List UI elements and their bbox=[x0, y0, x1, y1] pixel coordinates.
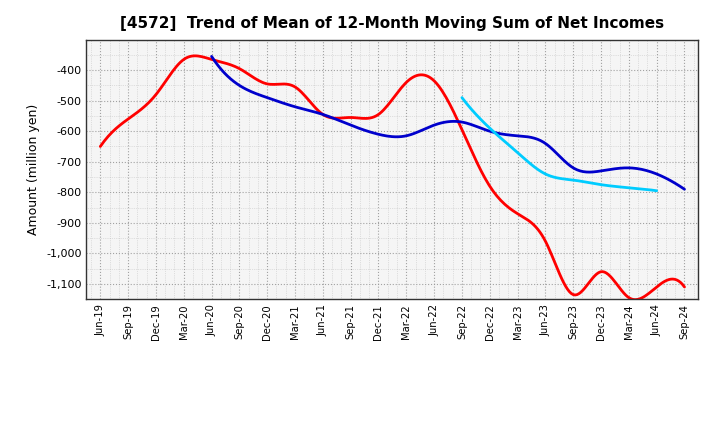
Y-axis label: Amount (million yen): Amount (million yen) bbox=[27, 104, 40, 235]
5 Years bbox=[606, 167, 614, 172]
5 Years bbox=[636, 166, 644, 172]
5 Years bbox=[487, 129, 496, 134]
7 Years bbox=[458, 96, 467, 101]
3 Years bbox=[680, 284, 689, 290]
3 Years bbox=[631, 297, 640, 302]
7 Years bbox=[634, 186, 643, 191]
3 Years bbox=[96, 144, 104, 149]
3 Years bbox=[98, 141, 107, 147]
3 Years bbox=[446, 102, 454, 107]
5 Years bbox=[497, 131, 505, 136]
Title: [4572]  Trend of Mean of 12-Month Moving Sum of Net Incomes: [4572] Trend of Mean of 12-Month Moving … bbox=[120, 16, 665, 32]
Line: 7 Years: 7 Years bbox=[462, 98, 657, 191]
3 Years bbox=[456, 122, 464, 128]
3 Years bbox=[192, 53, 200, 59]
3 Years bbox=[590, 273, 599, 279]
5 Years bbox=[680, 187, 689, 192]
5 Years bbox=[209, 56, 217, 62]
7 Years bbox=[574, 178, 582, 183]
Line: 5 Years: 5 Years bbox=[212, 56, 685, 189]
3 Years bbox=[444, 99, 452, 104]
7 Years bbox=[577, 179, 585, 184]
5 Years bbox=[207, 54, 216, 59]
7 Years bbox=[458, 95, 467, 100]
7 Years bbox=[573, 178, 582, 183]
7 Years bbox=[652, 188, 661, 194]
Line: 3 Years: 3 Years bbox=[100, 56, 685, 300]
7 Years bbox=[622, 185, 631, 190]
3 Years bbox=[627, 297, 636, 302]
5 Years bbox=[489, 129, 498, 135]
